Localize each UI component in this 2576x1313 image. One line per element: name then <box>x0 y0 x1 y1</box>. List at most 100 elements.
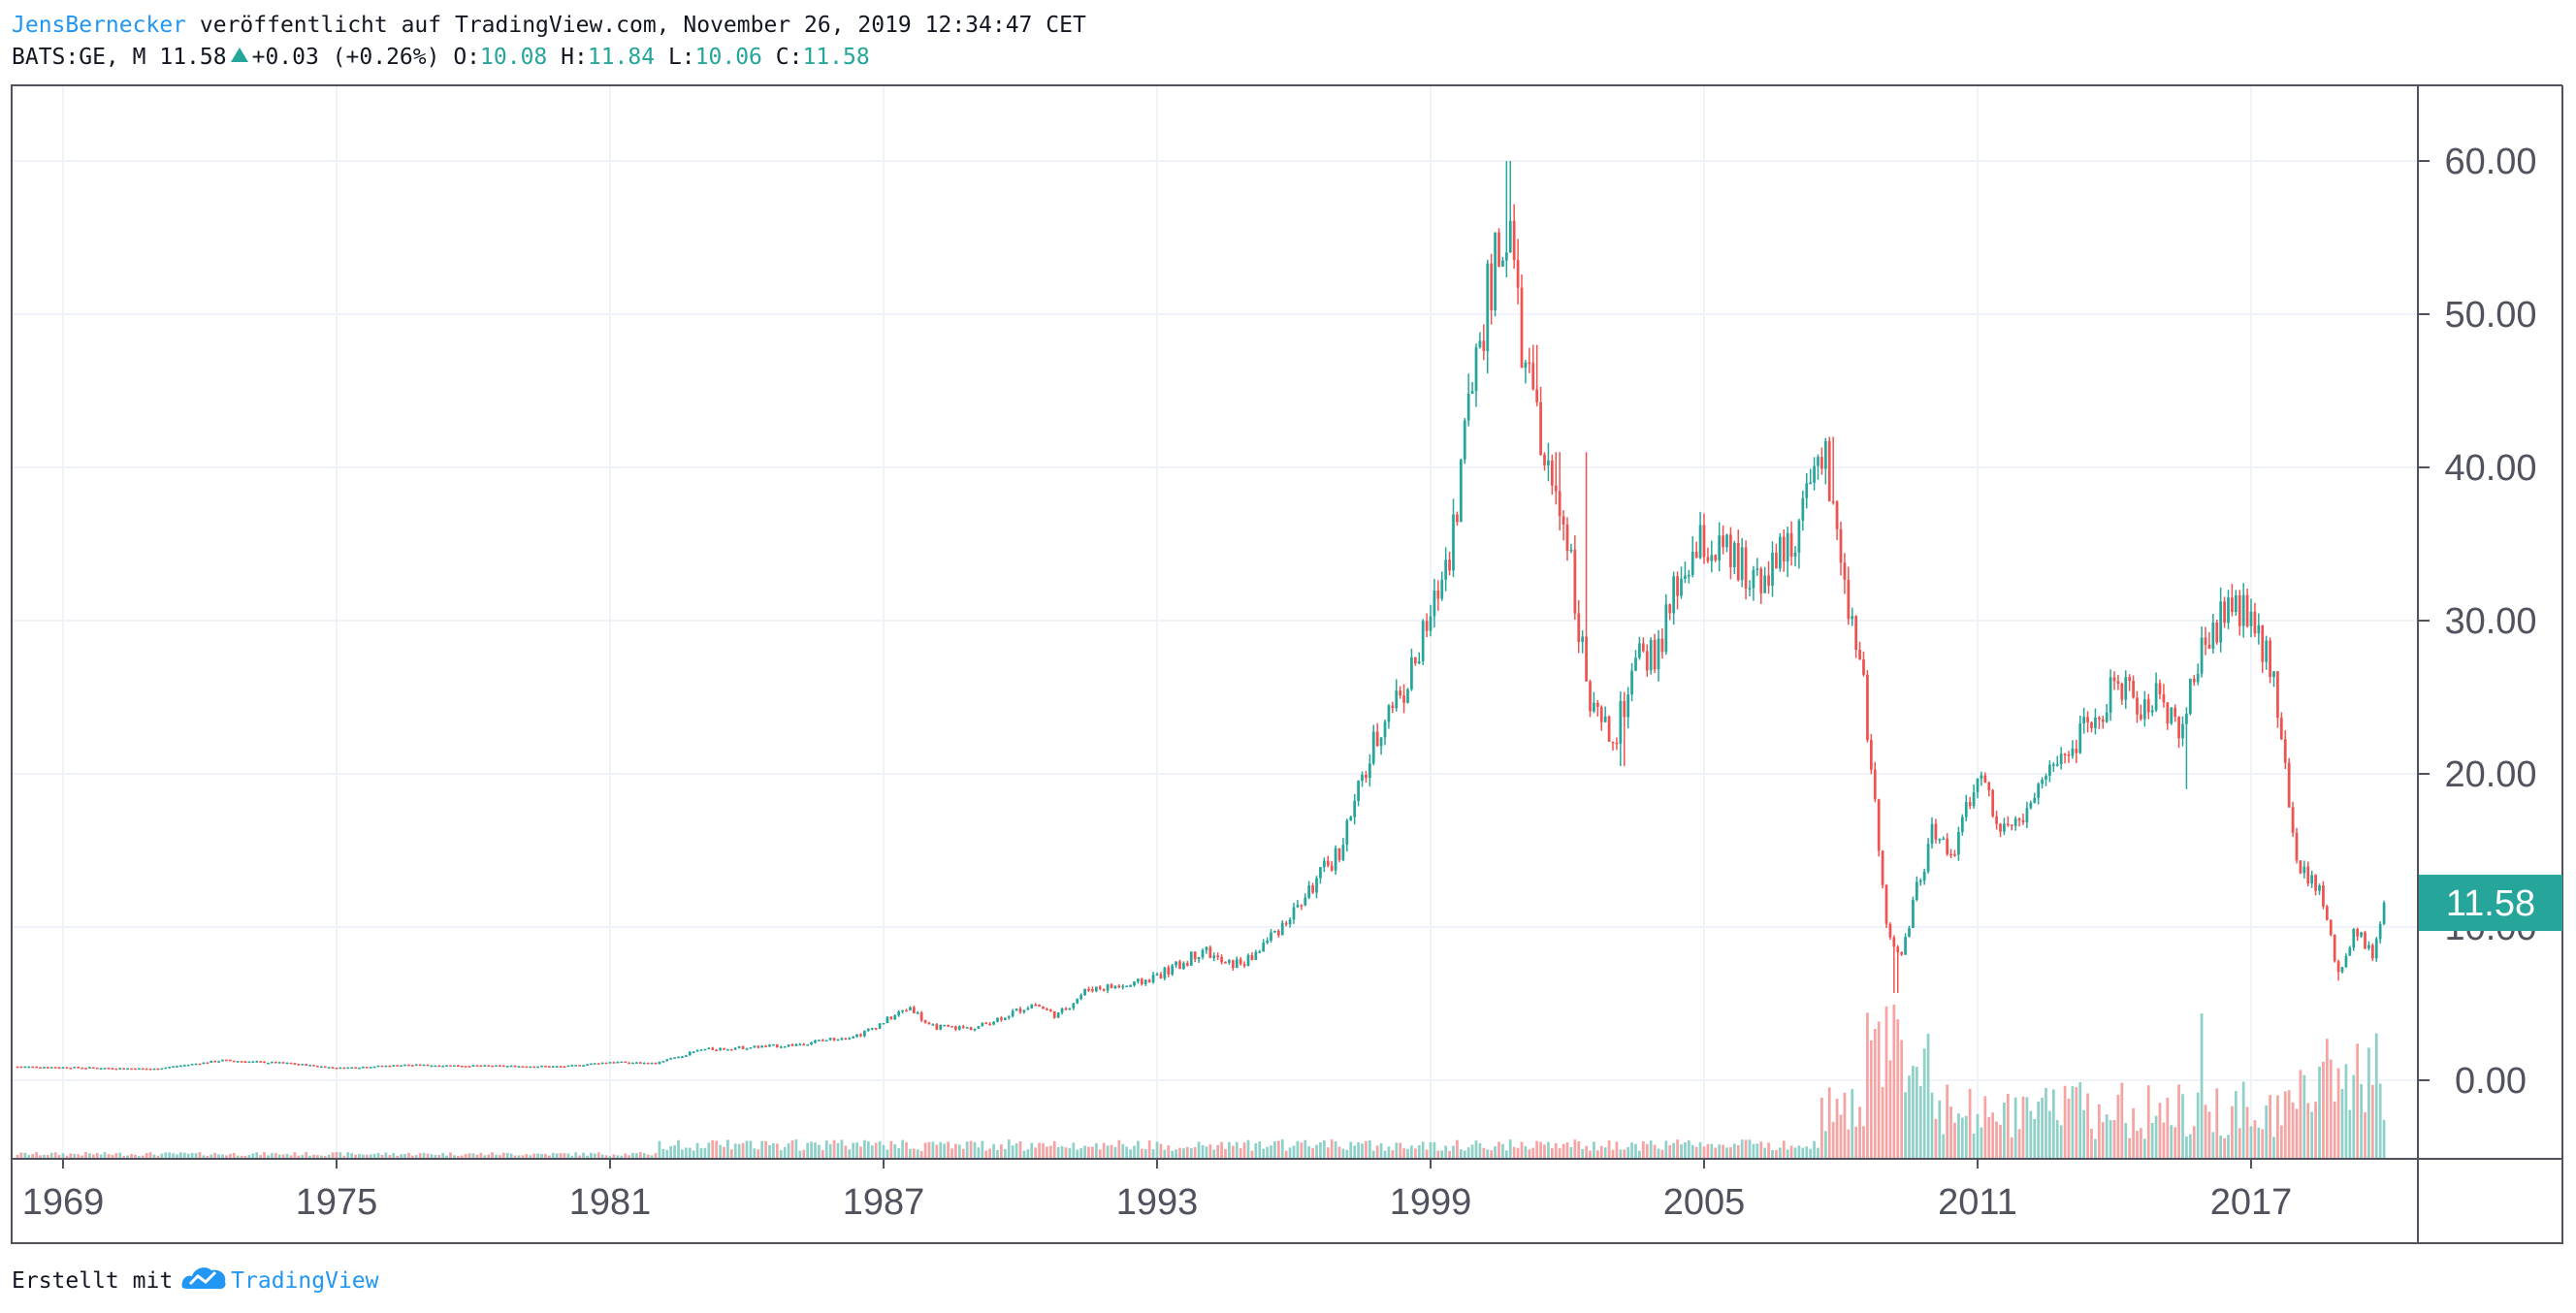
candle-body <box>77 1067 80 1069</box>
volume-bar <box>2310 1111 2314 1159</box>
volume-bar <box>1417 1144 1421 1159</box>
volume-bar <box>1539 1141 1542 1159</box>
candle-body <box>1706 557 1710 561</box>
volume-bar <box>863 1139 866 1159</box>
candle-body <box>1007 1015 1011 1018</box>
volume-bar <box>1337 1146 1341 1159</box>
candle-body <box>2090 721 2093 728</box>
volume-bar <box>1615 1141 1619 1159</box>
candle-body <box>2120 684 2124 700</box>
publish-info: veröffentlicht auf TradingView.com, Nove… <box>199 13 1086 38</box>
author-link[interactable]: JensBernecker <box>12 13 187 38</box>
candle-body <box>2162 693 2166 703</box>
candle-body <box>772 1043 775 1046</box>
volume-bar <box>2150 1122 2154 1159</box>
volume-bar <box>2344 1064 2348 1159</box>
volume-bar <box>2245 1106 2249 1159</box>
candle-body <box>172 1066 175 1069</box>
volume-bar <box>392 1153 396 1159</box>
candle-body <box>267 1062 270 1065</box>
candle-body <box>2382 903 2386 924</box>
volume-bar <box>2257 1127 2261 1159</box>
candle-body <box>635 1062 638 1064</box>
volume-bar <box>1858 1106 1861 1159</box>
open-value: 10.08 <box>480 45 548 70</box>
volume-bar <box>1706 1143 1710 1159</box>
volume-bar <box>2219 1136 2223 1159</box>
candle-body <box>2329 919 2333 935</box>
volume-bar <box>1778 1147 1782 1159</box>
volume-bar <box>1046 1146 1048 1159</box>
candle-body <box>1881 850 1884 885</box>
volume-bar <box>2279 1125 2283 1159</box>
tradingview-link[interactable]: TradingView <box>231 1268 379 1294</box>
volume-bar <box>673 1145 676 1159</box>
candle-body <box>1018 1009 1022 1012</box>
candle-body <box>289 1062 293 1065</box>
volume-bar <box>1091 1146 1094 1159</box>
volume-bar <box>2302 1074 2306 1159</box>
symbol-label[interactable]: BATS:GE, M <box>12 45 146 70</box>
volume-bar <box>866 1141 870 1159</box>
candle-body <box>1110 984 1113 988</box>
volume-bar <box>2075 1087 2078 1159</box>
candle-body <box>1375 731 1379 747</box>
candle-body <box>1288 919 1292 925</box>
volume-bar <box>247 1155 251 1159</box>
volume-bar <box>624 1153 628 1159</box>
candle-body <box>2261 624 2265 662</box>
x-tick-label: 1993 <box>1116 1182 1199 1223</box>
candle-body <box>909 1007 912 1010</box>
volume-bar <box>886 1149 889 1159</box>
volume-bar <box>289 1155 293 1159</box>
candle-body <box>1820 457 1823 469</box>
candle-body <box>2063 753 2067 755</box>
volume-bar <box>2196 1092 2200 1159</box>
candle-body <box>1334 848 1337 871</box>
candle-body <box>844 1038 848 1041</box>
candle-body <box>1098 986 1102 989</box>
candle-body <box>1983 775 1987 784</box>
volume-bar <box>1387 1146 1391 1159</box>
candle-body <box>1353 800 1357 817</box>
candle-body <box>1657 638 1660 670</box>
candle-body <box>1379 737 1383 747</box>
candle-body <box>2269 640 2271 678</box>
volume-bar <box>1361 1143 1364 1159</box>
high-value: 11.84 <box>587 45 656 70</box>
last-price-axis-label: 11.58 <box>2446 883 2535 924</box>
candle-body <box>1266 940 1269 944</box>
volume-bar <box>1782 1140 1786 1159</box>
candles <box>16 161 2386 1071</box>
volume-bar <box>449 1152 452 1159</box>
volume-bar <box>2006 1093 2010 1159</box>
candle-body <box>783 1046 787 1048</box>
volume-bar <box>1729 1147 1732 1159</box>
candle-body <box>2185 714 2188 724</box>
candle-body <box>2037 784 2041 798</box>
candle-body <box>1167 967 1171 975</box>
candle-body <box>1987 783 1991 790</box>
volume-bar <box>1949 1106 1952 1159</box>
candle-body <box>1649 639 1653 671</box>
volume-bar <box>365 1154 369 1159</box>
volume-bar <box>1079 1148 1083 1159</box>
candle-body <box>1813 465 1816 483</box>
time-axis[interactable]: 1969 1975 1981 1987 1993 1999 2005 2011 2017 <box>22 1159 2293 1223</box>
candle-body <box>1797 520 1801 553</box>
volume-bar <box>870 1145 874 1159</box>
volume-bar <box>1459 1149 1463 1159</box>
volume-bar <box>255 1152 259 1159</box>
volume-bar <box>1121 1143 1125 1159</box>
volume-bar <box>513 1155 517 1159</box>
candle-body <box>943 1024 947 1027</box>
volume-bar <box>1736 1145 1740 1159</box>
volume-bar <box>1797 1145 1801 1159</box>
volume-bar <box>491 1152 494 1159</box>
candle-body <box>2181 723 2184 739</box>
volume-bar <box>2177 1084 2180 1159</box>
volume-bar <box>2090 1129 2093 1159</box>
volume-bar <box>2249 1126 2253 1159</box>
